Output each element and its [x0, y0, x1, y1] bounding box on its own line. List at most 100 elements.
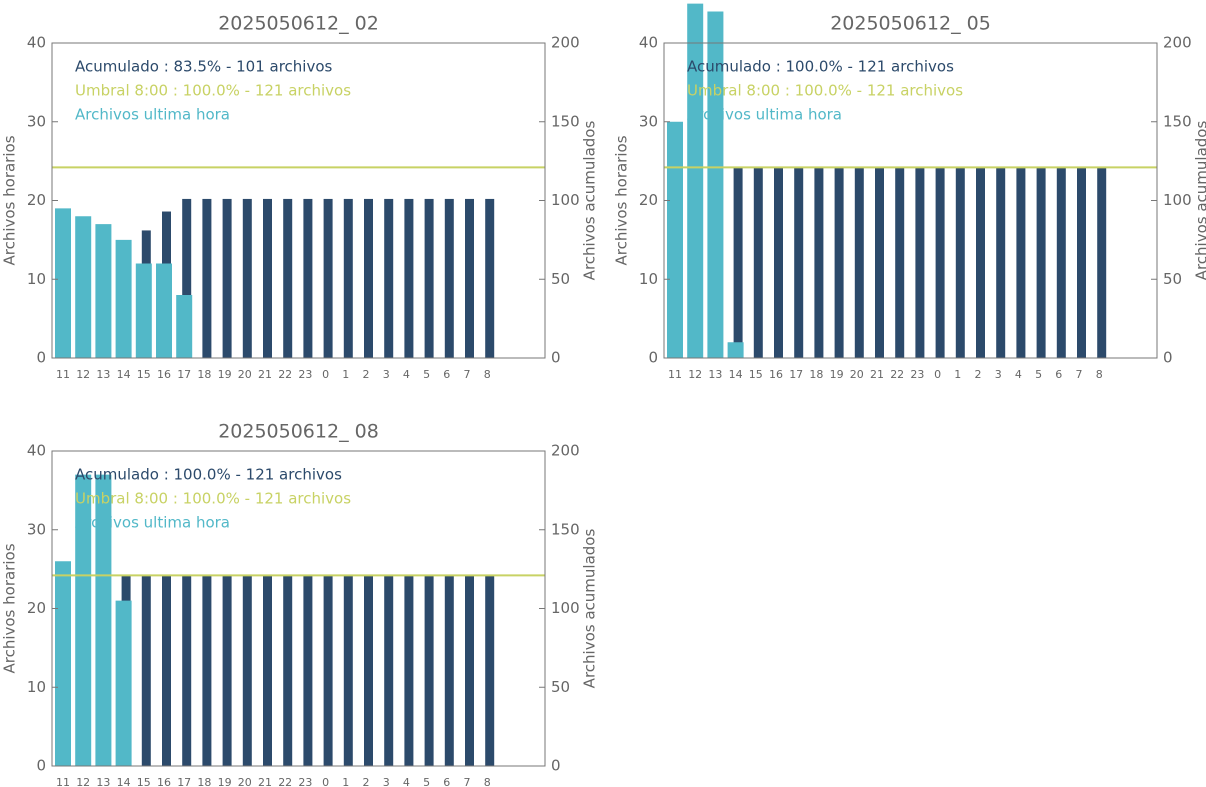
- x-tick-label: 23: [910, 368, 924, 381]
- legend-entry: Acumulado : 100.0% - 121 archivos: [687, 58, 954, 76]
- x-tick-label: 3: [383, 776, 390, 787]
- cumulative-bar: [263, 198, 272, 358]
- cumulative-bar: [404, 575, 414, 766]
- legend-entry: Acumulado : 100.0% - 121 archivos: [75, 466, 342, 484]
- legend-entry: Umbral 8:00 : 100.0% - 121 archivos: [687, 82, 963, 100]
- y-tick-label: 30: [27, 520, 46, 538]
- x-tick-label: 22: [278, 368, 292, 381]
- x-tick-label: 16: [157, 368, 171, 381]
- cumulative-bar: [303, 575, 313, 766]
- y2-axis-label: Archivos acumulados: [1193, 121, 1206, 281]
- y-tick-label: 30: [639, 112, 658, 130]
- x-tick-label: 15: [749, 368, 763, 381]
- x-tick-label: 0: [322, 776, 329, 787]
- cumulative-bar: [283, 575, 293, 766]
- cumulative-bar: [343, 575, 353, 766]
- y2-axis-label: Archivos acumulados: [581, 121, 599, 281]
- cumulative-bar: [404, 198, 414, 358]
- y-tick-label: 20: [639, 191, 658, 209]
- cumulative-bar: [814, 167, 824, 358]
- cumulative-bar: [444, 198, 454, 358]
- x-tick-label: 20: [850, 368, 864, 381]
- x-tick-label: 1: [342, 368, 349, 381]
- cumulative-bar: [1016, 167, 1026, 358]
- x-tick-label: 4: [1015, 368, 1022, 381]
- x-tick-label: 14: [729, 368, 743, 381]
- cumulative-bar: [323, 198, 333, 358]
- y-tick-label: 40: [27, 34, 46, 52]
- x-tick-label: 7: [464, 776, 471, 787]
- x-tick-label: 21: [258, 368, 272, 381]
- y-tick-label: 10: [639, 270, 658, 288]
- x-tick-label: 20: [238, 776, 252, 787]
- x-tick-label: 21: [258, 776, 272, 787]
- y2-tick-label: 100: [551, 191, 580, 209]
- cumulative-bar: [424, 575, 434, 766]
- x-tick-label: 23: [298, 368, 312, 381]
- hourly-bar: [115, 600, 132, 766]
- hourly-bar: [707, 11, 724, 358]
- cumulative-bar: [364, 198, 373, 358]
- y-axis-label: Archivos horarios: [613, 135, 631, 265]
- legend-entry: Archivos ultima hora: [75, 514, 230, 532]
- cumulative-bar: [794, 167, 804, 358]
- y2-tick-label: 200: [551, 442, 580, 460]
- cumulative-bar: [834, 167, 844, 358]
- y2-tick-label: 150: [1163, 112, 1192, 130]
- cumulative-bar: [182, 198, 192, 358]
- x-tick-label: 15: [137, 776, 151, 787]
- x-tick-label: 17: [177, 776, 191, 787]
- y-tick-label: 20: [27, 191, 46, 209]
- cumulative-bar: [141, 575, 151, 766]
- x-tick-label: 2: [363, 776, 370, 787]
- y-tick-label: 10: [27, 270, 46, 288]
- cumulative-bar: [424, 198, 434, 358]
- x-tick-label: 8: [484, 368, 491, 381]
- x-tick-label: 8: [484, 776, 491, 787]
- cumulative-bar: [263, 575, 272, 766]
- x-tick-label: 4: [403, 776, 410, 787]
- hourly-bar: [75, 216, 92, 358]
- x-tick-label: 0: [322, 368, 329, 381]
- hourly-bar: [55, 561, 71, 766]
- cumulative-bar: [733, 167, 743, 358]
- x-tick-label: 13: [96, 368, 110, 381]
- x-tick-label: 3: [995, 368, 1002, 381]
- y2-axis-label: Archivos acumulados: [581, 529, 599, 689]
- x-tick-label: 12: [688, 368, 702, 381]
- hourly-bar: [95, 224, 112, 358]
- x-tick-label: 16: [157, 776, 171, 787]
- hourly-bar: [75, 474, 92, 766]
- x-tick-label: 11: [56, 368, 70, 381]
- x-tick-label: 3: [383, 368, 390, 381]
- x-tick-label: 16: [769, 368, 783, 381]
- x-tick-label: 2: [363, 368, 370, 381]
- y2-tick-label: 0: [551, 349, 561, 367]
- cumulative-bar: [202, 198, 212, 358]
- x-tick-label: 18: [809, 368, 823, 381]
- x-tick-label: 1: [342, 776, 349, 787]
- cumulative-bar: [1036, 167, 1046, 358]
- hourly-bar: [727, 342, 744, 358]
- cumulative-bar: [895, 167, 905, 358]
- y2-tick-label: 150: [551, 112, 580, 130]
- legend-entry: Umbral 8:00 : 100.0% - 121 archivos: [75, 490, 351, 508]
- x-tick-label: 8: [1096, 368, 1103, 381]
- y-tick-label: 20: [27, 599, 46, 617]
- x-tick-label: 18: [197, 368, 211, 381]
- cumulative-bar: [996, 167, 1006, 358]
- y-tick-label: 40: [27, 442, 46, 460]
- y2-tick-label: 200: [551, 34, 580, 52]
- hourly-bar: [95, 474, 112, 766]
- x-tick-label: 15: [137, 368, 151, 381]
- cumulative-bar: [222, 575, 232, 766]
- x-tick-label: 22: [890, 368, 904, 381]
- cumulative-bar: [1097, 167, 1107, 358]
- y2-tick-label: 100: [551, 599, 580, 617]
- cumulative-bar: [283, 198, 293, 358]
- y-tick-label: 30: [27, 112, 46, 130]
- cumulative-bar: [323, 575, 333, 766]
- x-tick-label: 21: [870, 368, 884, 381]
- cumulative-bar: [935, 167, 945, 358]
